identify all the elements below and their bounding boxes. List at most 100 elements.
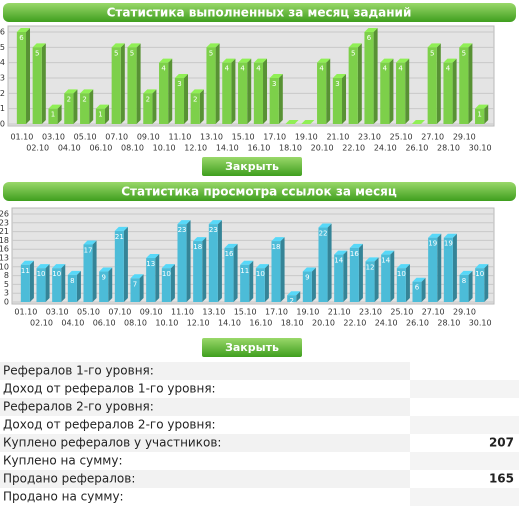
bar	[80, 93, 90, 124]
bar-top	[348, 43, 362, 48]
bar	[190, 93, 200, 124]
x-tick-label: 15.10	[234, 308, 257, 317]
chart-title: Статистика просмотра ссылок за месяц	[121, 185, 397, 199]
bar	[459, 47, 469, 125]
bar	[20, 264, 30, 302]
data-label: 6	[19, 34, 24, 42]
x-tick-label: 25.10	[390, 133, 413, 142]
close-button[interactable]	[202, 157, 302, 176]
x-tick-label: 04.10	[61, 319, 84, 328]
bar-side	[296, 291, 301, 302]
y-tick-label: 5	[4, 280, 9, 289]
data-label: 9	[101, 274, 105, 282]
y-tick-label: 3	[4, 289, 9, 298]
bar-side	[136, 43, 141, 125]
bar-side	[390, 250, 395, 302]
x-tick-label: 27.10	[422, 308, 445, 317]
bar-side	[468, 43, 473, 125]
data-label: 10	[475, 270, 484, 278]
x-tick-label: 15.10	[232, 133, 255, 142]
x-tick-label: 16.10	[247, 144, 270, 153]
row-bg	[0, 398, 519, 416]
x-tick-label: 10.10	[153, 144, 176, 153]
data-label: 5	[351, 49, 355, 57]
row-cell	[410, 488, 519, 506]
bar	[428, 237, 438, 302]
bar-side	[73, 89, 78, 124]
bar	[99, 271, 109, 302]
chart-title: Статистика выполненных за месяц заданий	[107, 6, 412, 20]
data-label: 11	[240, 267, 249, 275]
x-tick-label: 28.10	[437, 319, 460, 328]
x-tick-label: 18.10	[281, 319, 304, 328]
bar	[36, 268, 46, 302]
bar	[238, 62, 248, 124]
bar-top	[111, 43, 125, 48]
x-tick-label: 26.10	[406, 319, 429, 328]
data-label: 10	[37, 270, 46, 278]
bar	[114, 230, 124, 302]
bar-top	[475, 264, 489, 269]
x-tick-label: 08.10	[124, 319, 147, 328]
bar	[287, 295, 297, 302]
x-tick-label: 07.10	[105, 133, 128, 142]
bar-top	[32, 43, 46, 48]
close-button-label[interactable]: Закрыть	[225, 160, 279, 173]
bar-top	[459, 43, 473, 48]
row-cell	[410, 380, 519, 398]
bar-side	[374, 257, 379, 302]
bar-top	[190, 89, 204, 94]
bar	[32, 47, 42, 125]
bar	[364, 32, 374, 124]
data-label: 1	[477, 111, 481, 119]
bar-top	[318, 223, 332, 228]
x-tick-label: 21.10	[326, 133, 349, 142]
data-label: 13	[146, 260, 155, 268]
bar-top	[143, 89, 157, 94]
x-tick-label: 13.10	[202, 308, 225, 317]
row-bg	[0, 488, 519, 506]
bar-top	[127, 43, 141, 48]
bar-side	[358, 243, 363, 302]
bar	[396, 62, 406, 124]
y-tick-label: 5	[0, 43, 5, 52]
bar-top	[380, 58, 394, 63]
row-bg	[0, 362, 519, 380]
bar-side	[231, 58, 236, 124]
bar-top	[428, 233, 442, 238]
data-label: 2	[146, 95, 150, 103]
bar	[48, 108, 58, 124]
bar	[348, 47, 358, 125]
bar	[271, 241, 281, 302]
x-tick-label: 06.10	[89, 144, 112, 153]
bar-top	[20, 260, 34, 265]
close-button[interactable]	[202, 338, 302, 357]
row-cell	[410, 416, 519, 434]
bar-side	[152, 89, 157, 124]
bar-top	[52, 264, 66, 269]
y-tick-label: 0	[0, 120, 5, 129]
row-label: Продано рефералов:	[3, 472, 135, 486]
bar-side	[280, 237, 285, 302]
bar-side	[452, 233, 457, 302]
bar	[174, 78, 185, 124]
bar-side	[155, 254, 160, 302]
row-value: 207	[489, 436, 514, 450]
bar-top	[193, 237, 207, 242]
bar-top	[396, 264, 410, 269]
row-label: Доход от рефералов 2-го уровня:	[3, 418, 216, 432]
bar-side	[41, 43, 46, 125]
bar	[365, 261, 375, 302]
bar-top	[396, 58, 410, 63]
row-value: 165	[489, 472, 514, 486]
bar-top	[64, 89, 78, 94]
x-tick-label: 01.10	[10, 133, 33, 142]
x-tick-label: 10.10	[155, 319, 178, 328]
close-button-label[interactable]: Закрыть	[225, 341, 279, 354]
bar-side	[405, 58, 410, 124]
bar	[459, 274, 469, 302]
x-tick-label: 20.10	[312, 319, 335, 328]
data-label: 8	[462, 277, 466, 285]
bar	[143, 93, 153, 124]
bar-top	[206, 43, 220, 48]
